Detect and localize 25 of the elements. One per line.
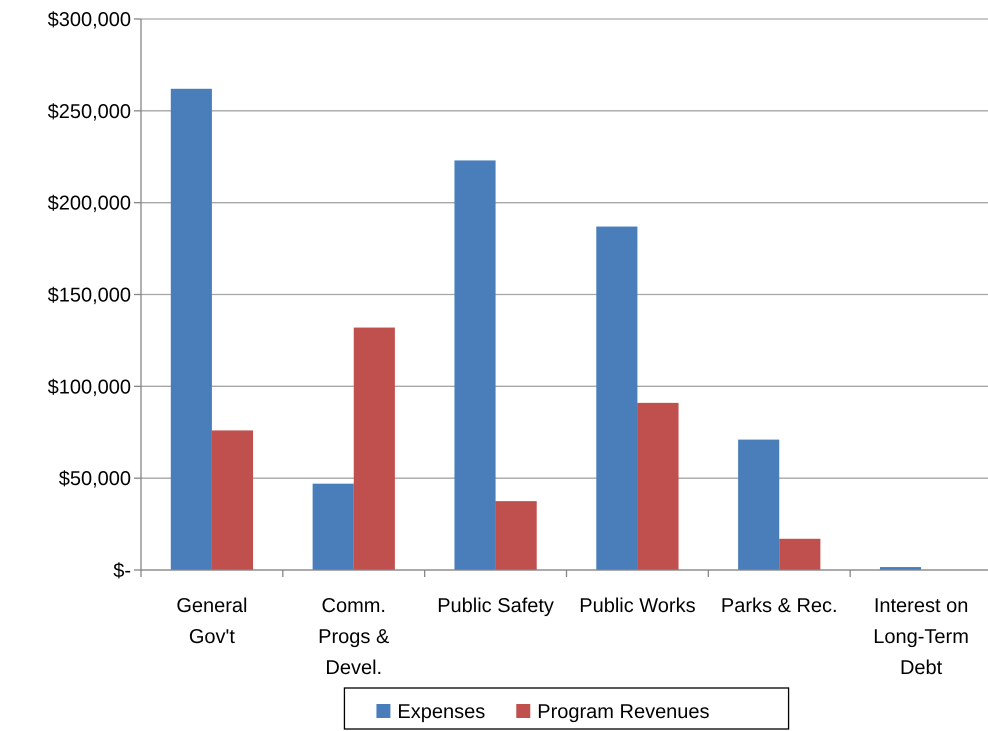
legend-label: Program Revenues xyxy=(537,701,710,723)
y-tick-label: $250,000 xyxy=(48,100,131,123)
bar xyxy=(354,328,395,570)
bar xyxy=(596,226,638,570)
legend-label: Expenses xyxy=(397,701,486,723)
bar xyxy=(779,538,820,570)
bar xyxy=(212,430,254,570)
y-tick-label: $50,000 xyxy=(58,468,131,490)
x-tick-label: Public Safety xyxy=(437,595,554,617)
x-tick-label: Public Works xyxy=(579,595,696,617)
y-tick-label: $200,000 xyxy=(48,192,131,215)
x-tick-label: Parks & Rec. xyxy=(720,595,838,617)
bar xyxy=(637,402,679,570)
bar xyxy=(738,440,780,570)
y-tick-label: $150,000 xyxy=(48,284,131,306)
x-tick-label: General Gov't xyxy=(176,595,248,648)
y-tick-label: $300,000 xyxy=(48,9,131,31)
bar xyxy=(496,501,537,570)
bar xyxy=(454,160,496,570)
bar xyxy=(170,88,212,570)
y-tick-label: $100,000 xyxy=(48,376,131,398)
x-tick-label: Interest on Long-Term Debt xyxy=(873,595,969,679)
y-tick-label: $- xyxy=(113,560,131,582)
x-tick-label: Comm. Progs & Devel. xyxy=(318,595,390,679)
bar xyxy=(312,484,354,570)
